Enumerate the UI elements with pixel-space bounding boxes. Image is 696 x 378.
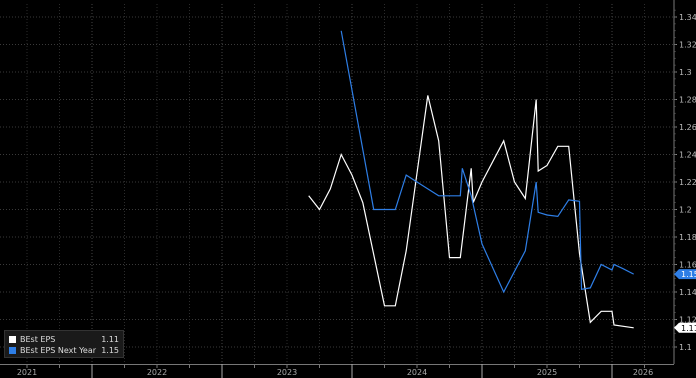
legend-label: BEst EPS Next Year bbox=[20, 346, 97, 355]
last-value-tag-best-eps: 1.11 bbox=[674, 322, 696, 333]
last-value-tag-text: 1.15 bbox=[681, 270, 696, 279]
series-line-best-eps-next-year bbox=[340, 30, 634, 294]
legend-item-best-eps: BEst EPS 1.11 bbox=[9, 334, 119, 345]
x-tick-label: 2024 bbox=[407, 368, 427, 377]
x-tick-label: 2022 bbox=[147, 368, 167, 377]
y-tick-label: 1.32 bbox=[679, 41, 696, 50]
legend-label: BEst EPS bbox=[20, 335, 56, 344]
y-tick-label: 1.12 bbox=[679, 316, 696, 325]
y-tick-label: 1.34 bbox=[679, 13, 696, 22]
y-tick-label: 1.22 bbox=[679, 178, 696, 187]
y-tick-label: 1.16 bbox=[679, 261, 696, 270]
legend-value: 1.11 bbox=[101, 335, 119, 344]
legend-swatch-best-eps bbox=[9, 336, 16, 343]
legend-value: 1.15 bbox=[101, 346, 119, 355]
last-value-tag-best-eps-next-year: 1.15 bbox=[674, 269, 696, 280]
legend-swatch-best-eps-next-year bbox=[9, 347, 16, 354]
x-tick-label: 2026 bbox=[633, 368, 653, 377]
y-tick-label: 1.24 bbox=[679, 151, 696, 160]
y-tick-label: 1.26 bbox=[679, 123, 696, 132]
legend: BEst EPS 1.11 BEst EPS Next Year 1.15 bbox=[4, 330, 124, 358]
x-tick-label: 2021 bbox=[17, 368, 37, 377]
x-tick-label: 2023 bbox=[277, 368, 297, 377]
y-tick-label: 1.28 bbox=[679, 96, 696, 105]
y-tick-label: 1.1 bbox=[679, 343, 692, 352]
last-value-tag-text: 1.11 bbox=[681, 324, 696, 333]
last-value-tag-bg bbox=[674, 269, 696, 280]
legend-item-best-eps-next-year: BEst EPS Next Year 1.15 bbox=[9, 345, 119, 356]
x-axis-band bbox=[0, 364, 696, 378]
y-tick-label: 1.2 bbox=[679, 206, 692, 215]
plot-area bbox=[0, 4, 674, 364]
y-tick-label: 1.14 bbox=[679, 288, 696, 297]
x-tick-label: 2025 bbox=[537, 368, 557, 377]
last-value-tag-bg bbox=[674, 322, 696, 333]
y-tick-label: 1.18 bbox=[679, 233, 696, 242]
y-tick-label: 1.3 bbox=[679, 68, 692, 77]
